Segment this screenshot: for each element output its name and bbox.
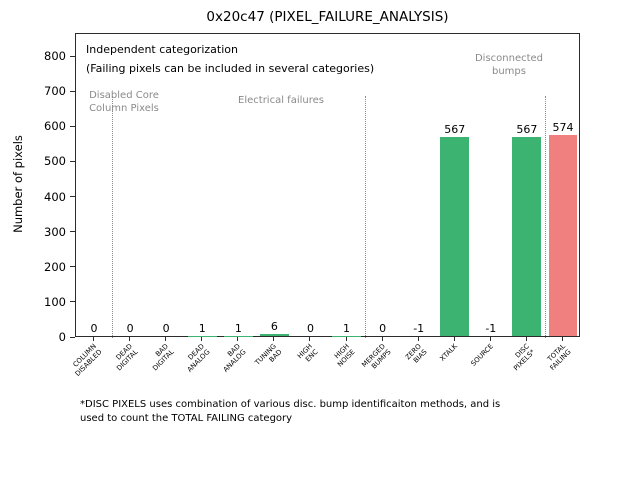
x-tick-mark — [129, 337, 131, 341]
x-tick-mark — [237, 337, 239, 341]
group-label-electrical-failures: Electrical failures — [238, 95, 324, 106]
bar-tuning-bad — [259, 333, 289, 336]
x-tick-mark — [309, 337, 311, 341]
bar-value-label-source: -1 — [485, 322, 497, 335]
bar-value-label-xtalk: 567 — [444, 122, 466, 136]
bar-value-label-bad-analog: 1 — [234, 321, 242, 335]
y-tick-label: 200 — [44, 259, 66, 274]
x-tick-mark — [453, 337, 455, 341]
y-tick-mark — [70, 196, 75, 198]
y-tick-label: 700 — [44, 84, 66, 99]
y-tick-mark — [70, 125, 75, 127]
y-tick-mark — [70, 336, 75, 338]
y-tick-mark — [70, 90, 75, 92]
plot-area: Independent categorization (Failing pixe… — [75, 33, 580, 338]
bar-value-label-merged-bumps: 0 — [379, 322, 387, 335]
y-tick-label: 100 — [44, 294, 66, 309]
x-tick-mark — [201, 337, 203, 341]
y-tick-label: 0 — [58, 330, 66, 344]
bar-value-label-dead-digital: 0 — [126, 322, 134, 335]
bar-value-label-high-enc: 0 — [306, 322, 314, 335]
group-separator-line — [544, 95, 546, 338]
x-tick-mark — [561, 337, 563, 341]
y-tick-label: 600 — [44, 119, 66, 134]
group-separator-line — [364, 95, 366, 338]
x-tick-mark — [165, 337, 167, 341]
y-tick-mark — [70, 160, 75, 162]
y-tick-label: 500 — [44, 154, 66, 169]
x-tick-mark — [345, 337, 347, 341]
bar-value-label-high-noise: 1 — [343, 321, 351, 335]
bar-value-label-tuning-bad: 6 — [270, 319, 278, 333]
y-tick-mark — [70, 266, 75, 268]
chart-title: 0x20c47 (PIXEL_FAILURE_ANALYSIS) — [206, 9, 449, 25]
bar-value-label-column-disabled: 0 — [90, 322, 98, 335]
bar-xtalk — [440, 136, 470, 336]
y-axis-label: Number of pixels — [11, 135, 25, 233]
y-tick-mark — [70, 55, 75, 57]
y-tick-mark — [70, 301, 75, 303]
bar-value-label-dead-analog: 1 — [198, 321, 206, 335]
y-tick-mark — [70, 231, 75, 233]
bar-value-label-total-failing: 574 — [552, 120, 574, 134]
x-tick-mark — [93, 337, 95, 341]
annotation-independent-categorization: Independent categorization — [86, 43, 238, 56]
bar-value-label-disc-pixels: 567 — [516, 122, 538, 136]
bar-value-label-zero-bias: -1 — [413, 322, 425, 335]
footnote: *DISC PIXELS uses combination of various… — [80, 399, 501, 424]
x-tick-mark — [417, 337, 419, 341]
x-tick-mark — [489, 337, 491, 341]
bar-disc-pixels — [512, 136, 542, 336]
y-tick-label: 800 — [44, 49, 66, 64]
bar-value-label-bad-digital: 0 — [162, 322, 170, 335]
y-tick-label: 400 — [44, 189, 66, 204]
bar-total-failing — [548, 134, 578, 336]
annotation-included-note: (Failing pixels can be included in sever… — [86, 62, 375, 75]
y-tick-label: 300 — [44, 224, 66, 239]
x-tick-mark — [381, 337, 383, 341]
x-tick-mark — [525, 337, 527, 341]
group-label-disabled-core-column-pixels: Disabled Core Column Pixels — [89, 90, 159, 114]
group-label-disconnected-bumps: Disconnected bumps — [474, 53, 544, 77]
x-tick-mark — [273, 337, 275, 341]
group-separator-line — [112, 95, 114, 338]
